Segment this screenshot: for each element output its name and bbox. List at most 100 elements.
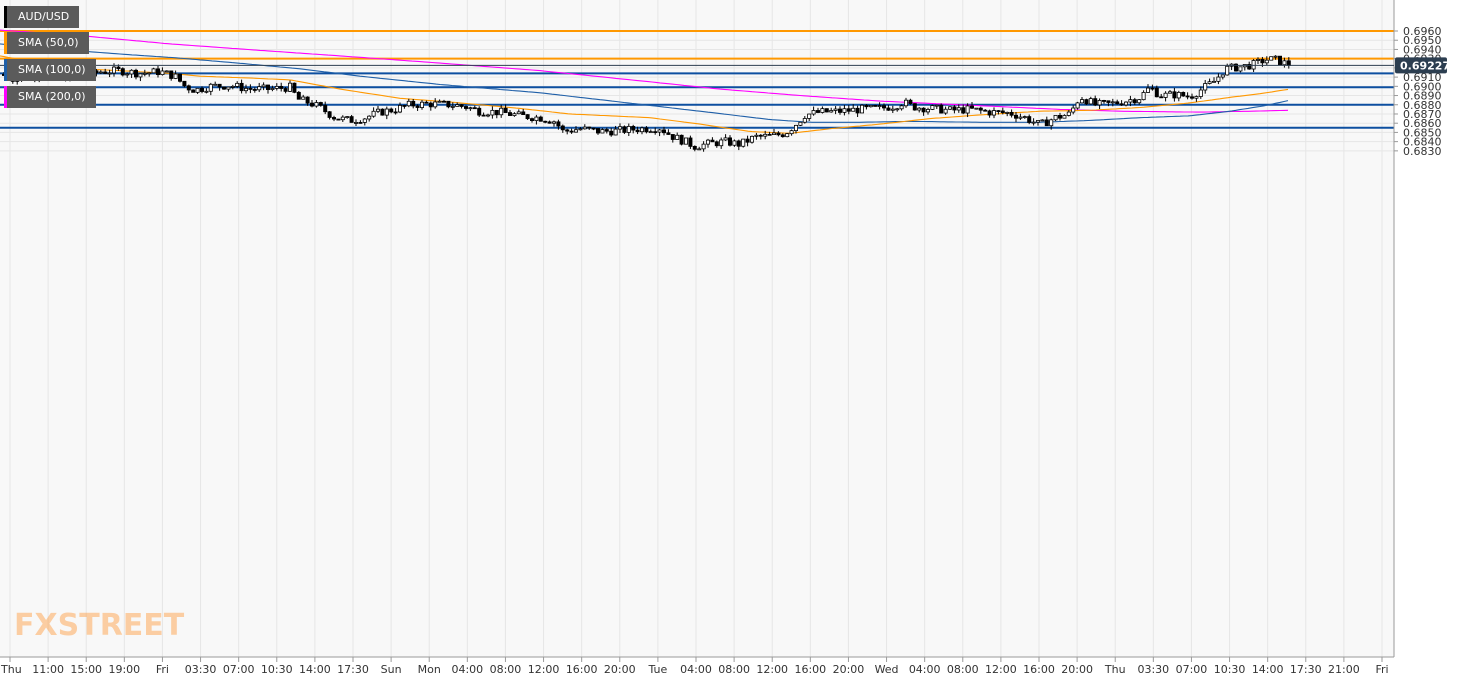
candle-body <box>631 125 636 131</box>
candle <box>1080 97 1085 104</box>
candle-body <box>301 96 306 100</box>
candle <box>384 106 389 120</box>
candle <box>600 128 605 134</box>
candle <box>433 98 438 109</box>
candle-body <box>1093 98 1098 106</box>
candle <box>1132 97 1137 105</box>
candle <box>437 99 442 103</box>
candle-body <box>499 107 504 116</box>
time-tick-label: Sun <box>381 663 402 676</box>
time-tick-label: 20:00 <box>604 663 636 676</box>
candle-body <box>530 118 535 122</box>
candle-body <box>1110 101 1115 104</box>
candle-body <box>512 113 517 116</box>
candle <box>1000 107 1005 115</box>
candle-body <box>1190 96 1195 99</box>
candle <box>463 105 468 111</box>
time-tick-label: Fri <box>1375 663 1388 676</box>
candle-body <box>886 107 891 111</box>
candle-body <box>776 132 781 136</box>
candle-body <box>1282 60 1287 66</box>
candle <box>662 126 667 136</box>
candle-body <box>411 100 416 107</box>
candle-body <box>578 128 583 131</box>
candle-body <box>1066 111 1071 116</box>
candle <box>723 134 728 141</box>
candle-body <box>635 129 640 133</box>
candle-body <box>1000 110 1005 114</box>
candle-body <box>710 139 715 143</box>
candle <box>485 113 490 118</box>
candle-body <box>305 96 310 104</box>
candle-body <box>331 117 336 120</box>
candle <box>239 79 244 94</box>
candle-body <box>644 127 649 133</box>
candle <box>481 112 486 117</box>
candle-body <box>626 125 631 133</box>
candle <box>314 99 319 108</box>
legend-swatch <box>4 86 7 108</box>
legend-item-sma-100[interactable]: SMA (100,0) <box>4 59 96 81</box>
candle-body <box>1286 60 1291 66</box>
candle <box>1049 118 1054 130</box>
candle-body <box>824 108 829 113</box>
candle-body <box>1132 99 1137 104</box>
candle-body <box>125 73 130 76</box>
candle <box>331 115 336 122</box>
candle-body <box>173 73 178 79</box>
candle-body <box>899 105 904 110</box>
legend-item-sma-50[interactable]: SMA (50,0) <box>4 32 89 54</box>
candle-body <box>675 134 680 140</box>
candle-body <box>1207 81 1212 84</box>
candle <box>230 84 235 90</box>
candle <box>1194 95 1199 102</box>
candle-body <box>978 107 983 111</box>
candle-body <box>459 104 464 107</box>
candle <box>441 99 446 103</box>
candle-body <box>670 134 675 140</box>
candle-body <box>1097 100 1102 106</box>
candle <box>1027 114 1032 125</box>
candle-body <box>406 100 411 107</box>
candle <box>838 106 843 115</box>
candle-body <box>1040 119 1045 122</box>
candle-body <box>750 135 755 143</box>
legend-item-sma-200[interactable]: SMA (200,0) <box>4 86 96 108</box>
candle <box>943 106 948 115</box>
candle <box>120 67 125 77</box>
candle <box>692 145 697 152</box>
candle-body <box>851 107 856 112</box>
candle <box>1190 93 1195 100</box>
candle <box>208 82 213 96</box>
candle <box>138 73 143 82</box>
time-tick-label: 08:00 <box>718 663 750 676</box>
legend-item-symbol[interactable]: AUD/USD <box>4 6 80 28</box>
candle <box>1022 115 1027 119</box>
candle-body <box>353 122 358 124</box>
candle-body <box>257 86 262 91</box>
candle-body <box>890 108 895 111</box>
candle <box>1102 99 1107 104</box>
candle <box>1005 111 1010 117</box>
candle <box>195 87 200 95</box>
candle <box>336 118 341 121</box>
candle <box>318 101 323 107</box>
candle-body <box>371 110 376 117</box>
candle-body <box>798 121 803 126</box>
time-tick-label: 04:00 <box>451 663 483 676</box>
candle-body <box>895 108 900 111</box>
candle-body <box>239 82 244 92</box>
candle <box>785 132 790 138</box>
candle <box>776 131 781 137</box>
candle-body <box>785 133 790 138</box>
candle <box>129 69 134 78</box>
candle-body <box>375 108 380 112</box>
candle <box>728 135 733 147</box>
candle-body <box>287 82 292 92</box>
candle-body <box>846 108 851 112</box>
candle <box>706 138 711 148</box>
candle-body <box>1273 55 1278 58</box>
candle-body <box>992 110 997 116</box>
candle-body <box>829 110 834 113</box>
candle <box>358 120 363 124</box>
